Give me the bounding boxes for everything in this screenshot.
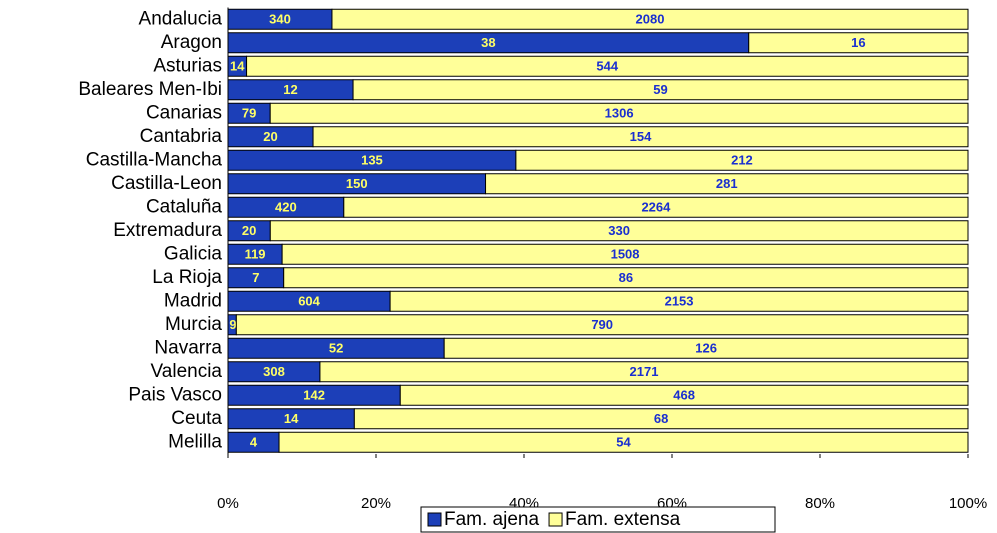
data-label: 16 <box>851 35 865 50</box>
data-label: 20 <box>263 129 277 144</box>
data-label: 38 <box>481 35 495 50</box>
bar-segment <box>269 102 969 124</box>
data-label: 1508 <box>611 247 640 262</box>
data-label: 212 <box>731 153 753 168</box>
data-label: 54 <box>616 435 631 450</box>
category-label: Aragon <box>161 32 222 53</box>
data-label: 7 <box>252 270 259 285</box>
bar-segment <box>319 361 969 383</box>
data-label: 330 <box>608 223 630 238</box>
data-label: 59 <box>653 82 667 97</box>
category-label: Extremadura <box>113 220 222 241</box>
data-label: 468 <box>673 388 695 403</box>
category-label: Melilla <box>168 431 222 452</box>
bar-segment <box>353 408 969 430</box>
category-label: Ceuta <box>171 408 222 429</box>
data-label: 790 <box>591 317 613 332</box>
bar-segment <box>443 337 969 359</box>
bar-segment <box>246 55 969 77</box>
data-label: 135 <box>361 153 383 168</box>
category-label: Castilla-Mancha <box>86 149 223 170</box>
legend-swatch <box>427 512 442 527</box>
category-label: Navarra <box>154 337 222 358</box>
category-label: Murcia <box>165 314 222 335</box>
category-label: Baleares Men-Ibi <box>78 79 222 100</box>
data-label: 154 <box>630 129 652 144</box>
category-label: Madrid <box>164 290 222 311</box>
data-label: 14 <box>230 59 245 74</box>
data-label: 79 <box>242 106 256 121</box>
data-label: 2171 <box>630 364 659 379</box>
bar-segment <box>389 290 969 312</box>
x-tick-label: 0% <box>217 495 239 512</box>
bar-segment <box>485 173 969 195</box>
data-label: 308 <box>263 364 285 379</box>
data-label: 340 <box>269 12 291 27</box>
category-label: Valencia <box>151 361 223 382</box>
category-label: Galicia <box>164 243 223 264</box>
data-label: 126 <box>695 341 717 356</box>
data-label: 2264 <box>641 200 671 215</box>
legend-box <box>420 506 776 533</box>
data-label: 2080 <box>636 12 665 27</box>
data-label: 420 <box>275 200 297 215</box>
x-tick-label: 100% <box>949 495 987 512</box>
bar-segment <box>331 8 969 30</box>
data-label: 12 <box>283 82 297 97</box>
data-label: 68 <box>654 411 668 426</box>
legend-swatch <box>548 512 563 527</box>
data-label: 150 <box>346 176 368 191</box>
bar-segment <box>399 384 969 406</box>
data-label: 4 <box>250 435 258 450</box>
data-label: 604 <box>298 294 320 309</box>
data-label: 281 <box>716 176 738 191</box>
bar-segment <box>283 267 969 289</box>
data-label: 544 <box>596 59 618 74</box>
category-label: Andalucia <box>139 8 223 29</box>
data-label: 86 <box>619 270 633 285</box>
data-label: 142 <box>303 388 325 403</box>
bar-segment <box>281 243 969 265</box>
category-label: Pais Vasco <box>128 384 222 405</box>
category-label: Castilla-Leon <box>111 173 222 194</box>
x-tick-label: 80% <box>805 495 835 512</box>
legend-label: Fam. ajena <box>444 509 539 530</box>
category-label: Canarias <box>146 102 222 123</box>
data-label: 119 <box>245 247 266 262</box>
category-label: Asturias <box>153 55 222 76</box>
category-label: La Rioja <box>152 267 222 288</box>
category-label: Cantabria <box>140 126 223 147</box>
data-label: 2153 <box>665 294 694 309</box>
bar-segment <box>269 220 969 242</box>
legend-label: Fam. extensa <box>565 509 681 530</box>
data-label: 52 <box>329 341 343 356</box>
x-tick-label: 20% <box>361 495 391 512</box>
bar-segment <box>312 126 969 148</box>
bar-segment <box>515 149 969 171</box>
bar-segment <box>352 79 969 101</box>
bar-segment <box>235 314 969 336</box>
bar-segment <box>343 196 969 218</box>
data-label: 9 <box>229 317 236 332</box>
data-label: 1306 <box>605 106 634 121</box>
data-label: 20 <box>242 223 256 238</box>
bar-segment <box>278 431 969 453</box>
bar-segment <box>748 32 969 54</box>
data-label: 14 <box>284 411 299 426</box>
category-label: Cataluña <box>146 196 222 217</box>
